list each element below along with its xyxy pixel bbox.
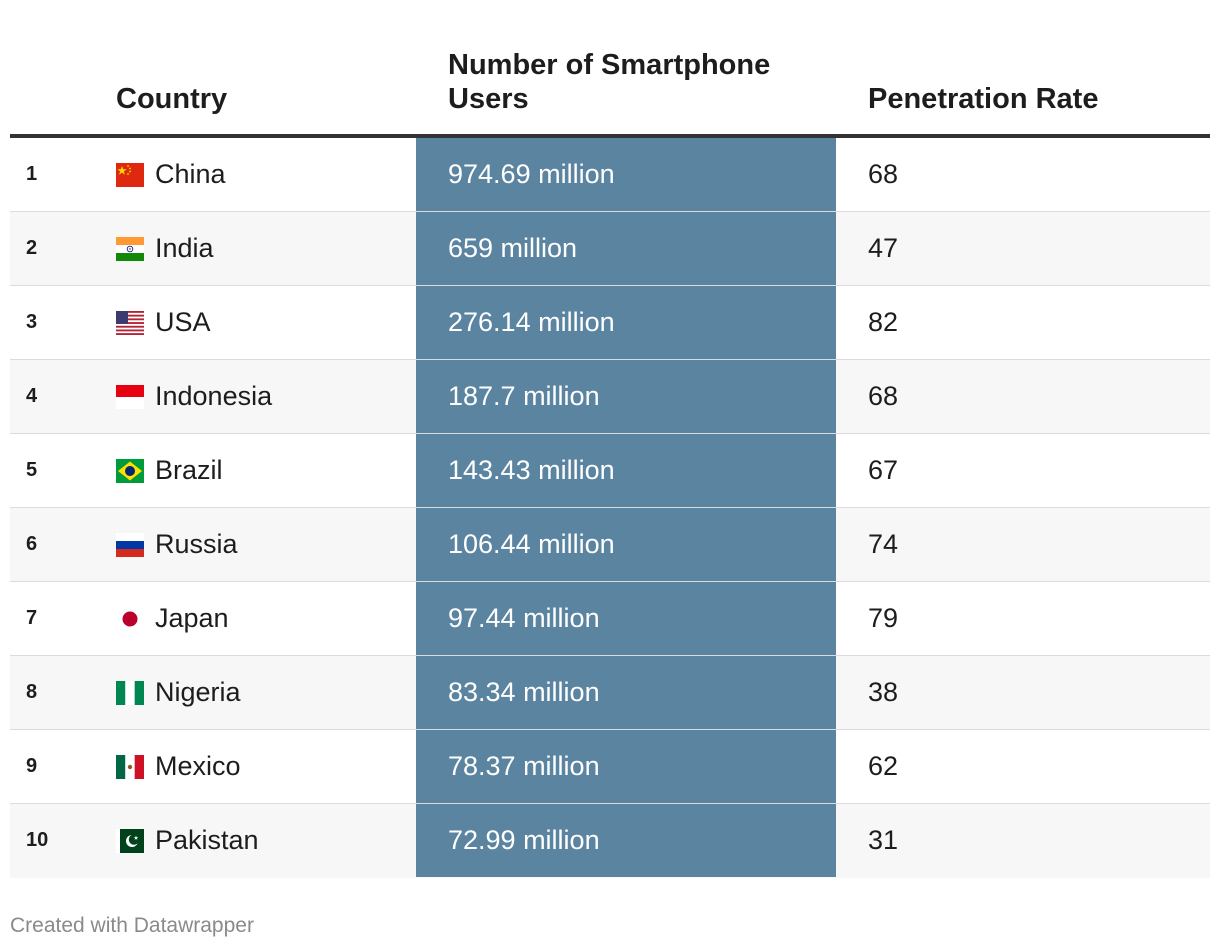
smartphone-users-cell: 187.7 million [416,360,836,433]
smartphone-users-cell: 106.44 million [416,508,836,581]
country-name: Russia [155,529,238,559]
smartphone-users-cell: 72.99 million [416,804,836,877]
russia-flag-icon [116,532,144,557]
country-name: Indonesia [155,381,273,411]
rank-cell: 7 [26,607,38,629]
country-cell: Russia [116,508,238,581]
country-cell: India [116,212,214,285]
penetration-rate-cell: 47 [868,233,899,263]
smartphone-users-cell: 97.44 million [416,582,836,655]
japan-flag-icon [116,606,144,631]
country-cell: Brazil [116,434,223,507]
country-cell: USA [116,286,211,359]
column-header-country[interactable]: Country [116,83,228,115]
china-flag-icon [116,162,144,187]
rank-cell: 8 [26,681,38,703]
country-name: Nigeria [155,677,241,707]
nigeria-flag-icon [116,680,144,705]
usa-flag-icon [116,310,144,335]
country-name: Japan [155,603,229,633]
country-cell: Japan [116,582,229,655]
rank-cell: 10 [26,829,49,851]
country-name: Pakistan [155,825,259,855]
table-row: 10 Pakistan 72.99 million 31 [10,804,1210,878]
rank-cell: 3 [26,311,38,333]
table-row: 1 China 974.69 million 68 [10,138,1210,212]
country-cell: Mexico [116,730,241,803]
penetration-rate-cell: 67 [868,455,899,485]
penetration-rate-cell: 74 [868,529,899,559]
pakistan-flag-icon [116,828,144,853]
rank-cell: 2 [26,237,38,259]
smartphone-users-cell: 659 million [416,212,836,285]
table-body: 1 China 974.69 million 68 2 India 659 million 4… [10,138,1210,878]
country-cell: Pakistan [116,804,259,877]
table-row: 4 Indonesia 187.7 million 68 [10,360,1210,434]
smartphone-users-table: Country Number of Smartphone Users Penet… [10,0,1210,878]
table-row: 3 USA 276.14 million 82 [10,286,1210,360]
smartphone-users-cell: 83.34 million [416,656,836,729]
penetration-rate-cell: 68 [868,159,899,189]
smartphone-users-cell: 276.14 million [416,286,836,359]
brazil-flag-icon [116,458,144,483]
country-name: USA [155,307,211,337]
penetration-rate-cell: 82 [868,307,899,337]
penetration-rate-cell: 38 [868,677,899,707]
country-name: India [155,233,214,263]
indonesia-flag-icon [116,384,144,409]
rank-cell: 1 [26,163,38,185]
table-row: 7 Japan 97.44 million 79 [10,582,1210,656]
rank-cell: 9 [26,755,38,777]
smartphone-users-cell: 143.43 million [416,434,836,507]
india-flag-icon [116,236,144,261]
mexico-flag-icon [116,754,144,779]
datawrapper-credit: Created with Datawrapper [10,914,254,937]
table-row: 8 Nigeria 83.34 million 38 [10,656,1210,730]
country-name: China [155,159,226,189]
penetration-rate-cell: 79 [868,603,899,633]
penetration-rate-cell: 62 [868,751,899,781]
penetration-rate-cell: 31 [868,825,899,855]
table-row: 2 India 659 million 47 [10,212,1210,286]
rank-cell: 4 [26,385,38,407]
table-header: Country Number of Smartphone Users Penet… [10,0,1210,138]
country-name: Brazil [155,455,223,485]
rank-cell: 5 [26,459,38,481]
column-header-smartphone-users[interactable]: Number of Smartphone Users [448,49,771,115]
smartphone-users-cell: 78.37 million [416,730,836,803]
country-cell: Indonesia [116,360,272,433]
table-row: 9 Mexico 78.37 million 62 [10,730,1210,804]
penetration-rate-cell: 68 [868,381,899,411]
smartphone-users-cell: 974.69 million [416,138,836,211]
column-header-penetration-rate[interactable]: Penetration Rate [868,83,1099,115]
country-cell: China [116,138,226,211]
country-name: Mexico [155,751,241,781]
table-row: 6 Russia 106.44 million 74 [10,508,1210,582]
table-row: 5 Brazil 143.43 million 67 [10,434,1210,508]
rank-cell: 6 [26,533,38,555]
country-cell: Nigeria [116,656,241,729]
